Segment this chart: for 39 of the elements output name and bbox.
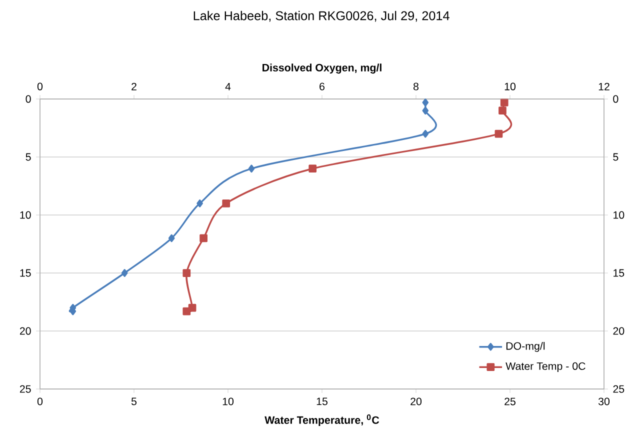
point [222, 199, 230, 208]
y-tick-label: 5 [26, 153, 31, 161]
x2-tick-label: 12 [598, 82, 610, 90]
x-tick-label: 15 [316, 398, 328, 406]
point [182, 307, 191, 316]
y2-tick-label: 5 [613, 153, 618, 161]
y2-tick-label: 0 [613, 95, 618, 103]
y2-tick-label: 15 [614, 269, 624, 277]
y2-tick-label: 10 [614, 211, 624, 219]
x-tick-label: 20 [410, 398, 422, 406]
y-tick-label: 15 [20, 269, 31, 277]
y-tick-label: 20 [20, 327, 31, 335]
x-tick-label: 5 [131, 398, 137, 406]
point [500, 98, 508, 106]
point [494, 130, 503, 138]
point [182, 269, 191, 277]
y-tick-label: 10 [20, 211, 31, 219]
x2-tick-label: 0 [37, 82, 43, 90]
x-tick-label: 25 [504, 398, 516, 406]
x-tick-label: 0 [37, 398, 43, 406]
y2-tick-label: 25 [613, 385, 624, 393]
x2-tick-label: 2 [132, 82, 136, 90]
x-tick-label: 30 [598, 398, 610, 406]
y-tick-label: 25 [20, 385, 31, 393]
x-axis-title: Water Temperature, $^{0}$C [264, 414, 380, 426]
x2-tick-label: 4 [225, 82, 231, 90]
x-tick-label: 10 [222, 398, 234, 406]
x2-tick-label: 8 [413, 82, 418, 90]
y2-tick-label: 20 [613, 327, 624, 335]
legend-label: Water Temp - 0C [506, 362, 586, 372]
point [498, 106, 506, 115]
x2-tick-label: 6 [320, 82, 324, 90]
y-tick-label: 0 [26, 95, 31, 103]
point [200, 234, 208, 242]
x2-axis-title: Dissolved Oxygen, mg/l [262, 64, 382, 74]
chart-title: Lake Habeeb, Station RKG0026, Jul 29, 2014 [194, 10, 450, 22]
point [308, 164, 317, 173]
legend-label: DO-mg/l [506, 342, 545, 352]
x2-tick-label: 10 [504, 82, 516, 90]
